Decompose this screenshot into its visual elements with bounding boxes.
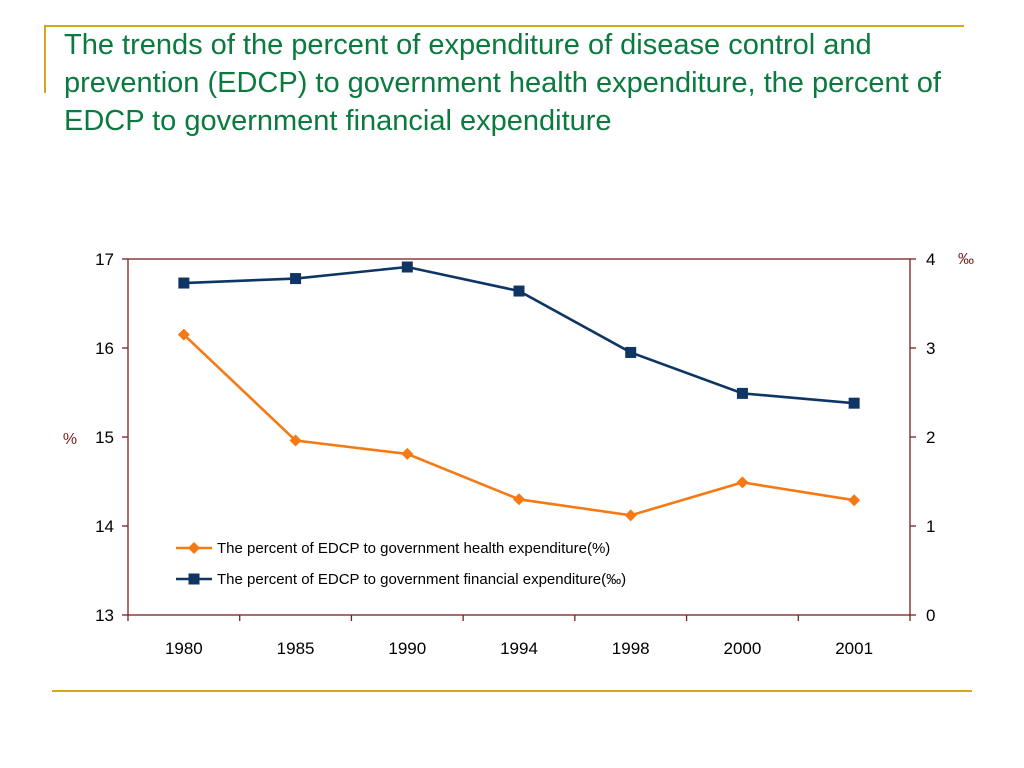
data-point-diamond <box>513 493 525 506</box>
right-axis-unit: ‰ <box>958 251 974 268</box>
right-tick-label: 2 <box>926 428 935 447</box>
data-point-square <box>290 273 302 285</box>
plot-area-frame <box>127 258 911 616</box>
data-point-diamond <box>848 494 861 507</box>
top-divider <box>44 25 964 27</box>
right-axis-ticks: 0 1 2 3 4 <box>910 250 935 625</box>
legend-label: The percent of EDCP to government health… <box>217 540 610 557</box>
legend: The percent of EDCP to government health… <box>176 540 626 588</box>
data-point-square <box>178 277 190 289</box>
data-point-diamond <box>289 434 302 447</box>
x-tick-label: 1985 <box>277 639 315 658</box>
legend-item: The percent of EDCP to government health… <box>176 540 610 557</box>
left-tick-label: 17 <box>95 250 114 269</box>
legend-label: The percent of EDCP to government financ… <box>217 571 626 588</box>
left-tick-label: 16 <box>95 339 114 358</box>
left-axis-unit: % <box>63 431 77 448</box>
bottom-divider <box>52 690 972 692</box>
x-tick-label: 2000 <box>724 639 762 658</box>
series-line <box>182 333 855 517</box>
x-tick-label: 1994 <box>500 639 538 658</box>
legend-marker-diamond <box>188 542 200 554</box>
right-tick-label: 1 <box>926 517 935 536</box>
left-axis-ticks: 13 14 15 16 17 <box>95 250 128 625</box>
left-tick-label: 14 <box>95 517 114 536</box>
right-tick-label: 3 <box>926 339 935 358</box>
left-accent-bar <box>44 25 46 93</box>
x-tick-label: 1990 <box>388 639 426 658</box>
legend-marker-square <box>188 573 200 585</box>
x-tick-label: 1980 <box>165 639 203 658</box>
data-point-square <box>736 387 748 399</box>
series-health-expenditure <box>177 328 861 522</box>
x-tick-label: 2001 <box>835 639 873 658</box>
data-point-diamond <box>401 447 414 460</box>
data-point-diamond <box>177 328 190 341</box>
right-tick-label: 4 <box>926 250 935 269</box>
data-point-diamond <box>736 476 749 489</box>
legend-item: The percent of EDCP to government financ… <box>176 571 626 588</box>
data-point-square <box>848 397 860 409</box>
x-axis-ticks: 1980 1985 1990 1994 1998 2000 2001 <box>127 615 911 658</box>
slide-title: The trends of the percent of expenditure… <box>64 29 941 137</box>
right-tick-label: 0 <box>926 606 935 625</box>
data-point-square <box>625 346 637 358</box>
series-financial-expenditure <box>178 261 860 409</box>
left-tick-label: 15 <box>95 428 114 447</box>
data-point-square <box>513 285 525 297</box>
data-point-square <box>401 261 413 273</box>
data-point-diamond <box>624 509 637 522</box>
x-tick-label: 1998 <box>612 639 650 658</box>
left-tick-label: 13 <box>95 606 114 625</box>
